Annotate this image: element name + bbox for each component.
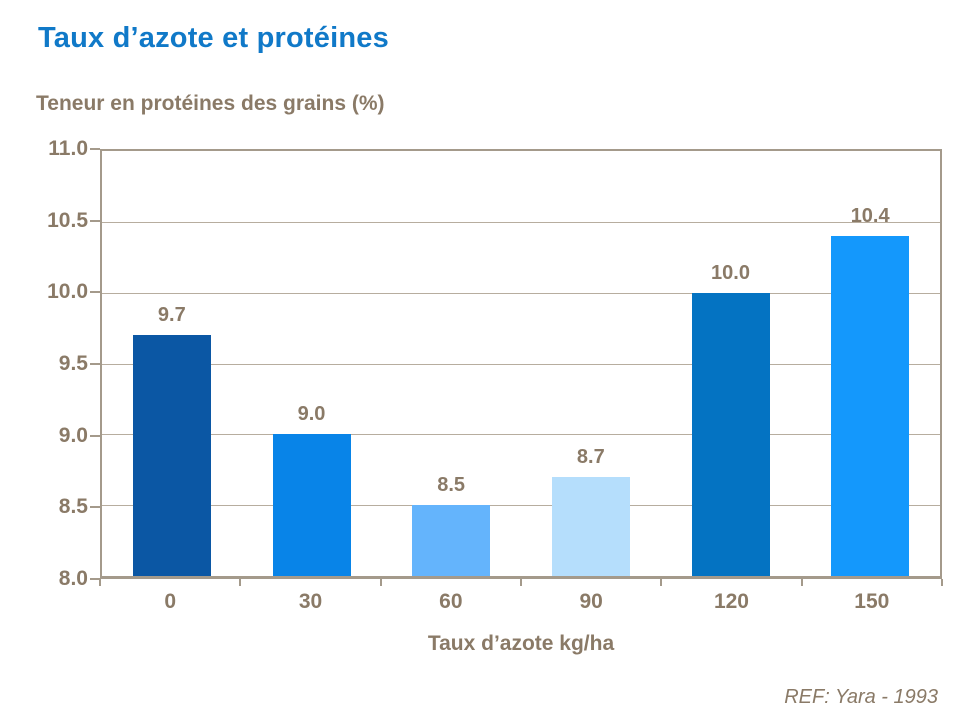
x-axis-title: Taux d’azote kg/ha xyxy=(427,632,615,655)
x-tick xyxy=(99,579,101,586)
x-tick-label: 30 xyxy=(298,590,323,613)
y-tick xyxy=(90,219,100,222)
bar-value-label: 8.7 xyxy=(576,445,605,468)
x-tick-label: 60 xyxy=(439,590,463,613)
y-tick-label: 8.0 xyxy=(58,567,88,590)
x-tick xyxy=(941,579,943,586)
bar-60 xyxy=(412,505,491,576)
y-tick xyxy=(90,506,100,509)
x-axis-ticks xyxy=(99,579,943,587)
y-axis-ticks xyxy=(90,148,100,580)
bar-90 xyxy=(551,476,630,576)
reference-text: REF: Yara - 1993 xyxy=(784,686,938,708)
x-tick-label: 120 xyxy=(713,590,749,613)
x-tick xyxy=(660,579,663,586)
y-tick-label: 10.0 xyxy=(47,280,88,304)
y-tick-label: 9.5 xyxy=(58,352,88,375)
bar-value-label: 8.5 xyxy=(437,474,466,497)
x-tick-label: 90 xyxy=(579,590,603,613)
page-title: Taux d’azote et protéines xyxy=(38,22,389,54)
y-tick-label: 10.5 xyxy=(47,208,88,232)
bar-0 xyxy=(132,335,211,576)
gridline xyxy=(102,221,940,223)
bar-value-label: 9.0 xyxy=(297,403,326,426)
bar-120 xyxy=(691,292,770,576)
gridline xyxy=(102,434,940,436)
y-tick xyxy=(90,434,100,437)
bar-value-label: 10.4 xyxy=(850,205,890,227)
bar-150 xyxy=(831,236,910,576)
x-tick xyxy=(239,579,242,586)
y-axis-labels: 8.0 8.5 9.0 9.5 10.0 10.5 11.0 xyxy=(16,137,88,590)
x-tick-label: 150 xyxy=(854,590,890,613)
y-tick-label: 9.0 xyxy=(58,423,88,447)
y-axis-title: Teneur en protéines des grains (%) xyxy=(36,92,385,115)
x-tick xyxy=(379,579,382,586)
y-tick xyxy=(90,363,100,365)
bar-30 xyxy=(272,434,351,576)
x-tick xyxy=(800,579,803,586)
y-tick xyxy=(90,148,100,150)
x-axis-labels: 0 30 60 90 120 150 xyxy=(100,590,942,614)
y-tick xyxy=(90,578,100,580)
plot-area: 9.7 9.0 8.5 8.7 10.0 10.4 xyxy=(100,149,942,579)
gridline xyxy=(102,292,940,294)
gridline xyxy=(102,505,940,507)
y-tick-label: 11.0 xyxy=(48,137,88,160)
y-tick xyxy=(90,291,100,294)
x-tick xyxy=(520,579,522,586)
x-tick-label: 0 xyxy=(164,590,176,613)
bar-value-label: 10.0 xyxy=(711,261,750,284)
y-tick-label: 8.5 xyxy=(58,495,88,519)
gridline xyxy=(102,363,940,365)
bar-value-label: 9.7 xyxy=(157,304,186,327)
